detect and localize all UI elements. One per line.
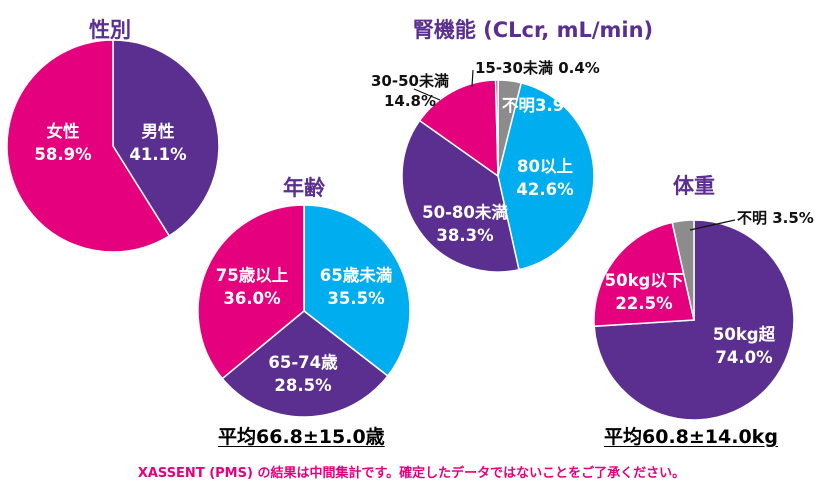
leader-line xyxy=(413,88,441,101)
slice-label: 65歳未満 xyxy=(320,265,393,285)
pie-slice xyxy=(418,79,499,178)
slice-value: 74.0% xyxy=(715,348,773,367)
slice-label: 75歳以上 xyxy=(216,265,288,285)
chart-title: 年齢 xyxy=(283,176,326,200)
pie-chart-weight: 体重 50kg超 74.0% 50kg以下 22.5% 不明 3.5% xyxy=(593,174,814,421)
slice-value: 14.8% xyxy=(384,92,436,110)
slice-label: 50kg超 xyxy=(713,324,776,344)
slice-value: 35.5% xyxy=(327,289,385,308)
slice-value: 42.6% xyxy=(516,180,574,199)
chart-title: 性別 xyxy=(89,18,131,42)
slice-value: 36.0% xyxy=(223,289,281,308)
weight-mean-note: 平均60.8±14.0kg xyxy=(604,426,778,448)
slice-value: 41.1% xyxy=(129,145,187,164)
disclaimer-footnote: XASSENT (PMS) の結果は中間集計です。確定したデータではないことをご… xyxy=(137,466,686,481)
slice-value: 22.5% xyxy=(615,294,673,313)
pie-slice xyxy=(112,39,220,237)
pie-slice xyxy=(401,119,520,273)
pie-chart-renal: 腎機能 (CLcr, mL/min) 不明3.9% 80以上 42.6% 50-80未満… xyxy=(371,18,653,273)
chart-title: 体重 xyxy=(673,174,715,198)
slice-label: 不明3.9% xyxy=(502,96,581,115)
slice-value: 28.5% xyxy=(274,376,332,395)
leader-line xyxy=(471,69,474,88)
pie-slice xyxy=(671,219,695,321)
pie-slice xyxy=(221,310,389,418)
slice-value: 58.9% xyxy=(34,145,92,164)
slice-label: 不明 3.5% xyxy=(737,209,814,227)
slice-label: 50-80未満 xyxy=(422,202,508,222)
pie-slice xyxy=(197,204,305,380)
pie-slice xyxy=(497,81,595,271)
pie-slice xyxy=(494,79,499,177)
slice-label: 男性 xyxy=(142,121,175,141)
slice-label: 65-74歳 xyxy=(268,352,338,372)
slice-label: 30-50未満 xyxy=(371,72,449,90)
slice-label: 80以上 xyxy=(517,157,573,176)
age-mean-note: 平均66.8±15.0歳 xyxy=(218,426,385,448)
pie-slice xyxy=(593,221,695,328)
chart-title: 腎機能 (CLcr, mL/min) xyxy=(413,18,653,42)
slice-label: 女性 xyxy=(47,121,80,141)
pie-chart-age: 年齢 65歳未満 35.5% 65-74歳 28.5% 75歳以上 36.0% xyxy=(197,176,411,418)
slice-value: 38.3% xyxy=(436,226,494,245)
leader-line xyxy=(689,219,736,231)
pie-slice xyxy=(6,39,171,253)
slice-label: 50kg以下 xyxy=(605,271,684,290)
slice-label: 15-30未満 0.4% xyxy=(475,59,600,77)
pie-slice xyxy=(303,204,411,378)
